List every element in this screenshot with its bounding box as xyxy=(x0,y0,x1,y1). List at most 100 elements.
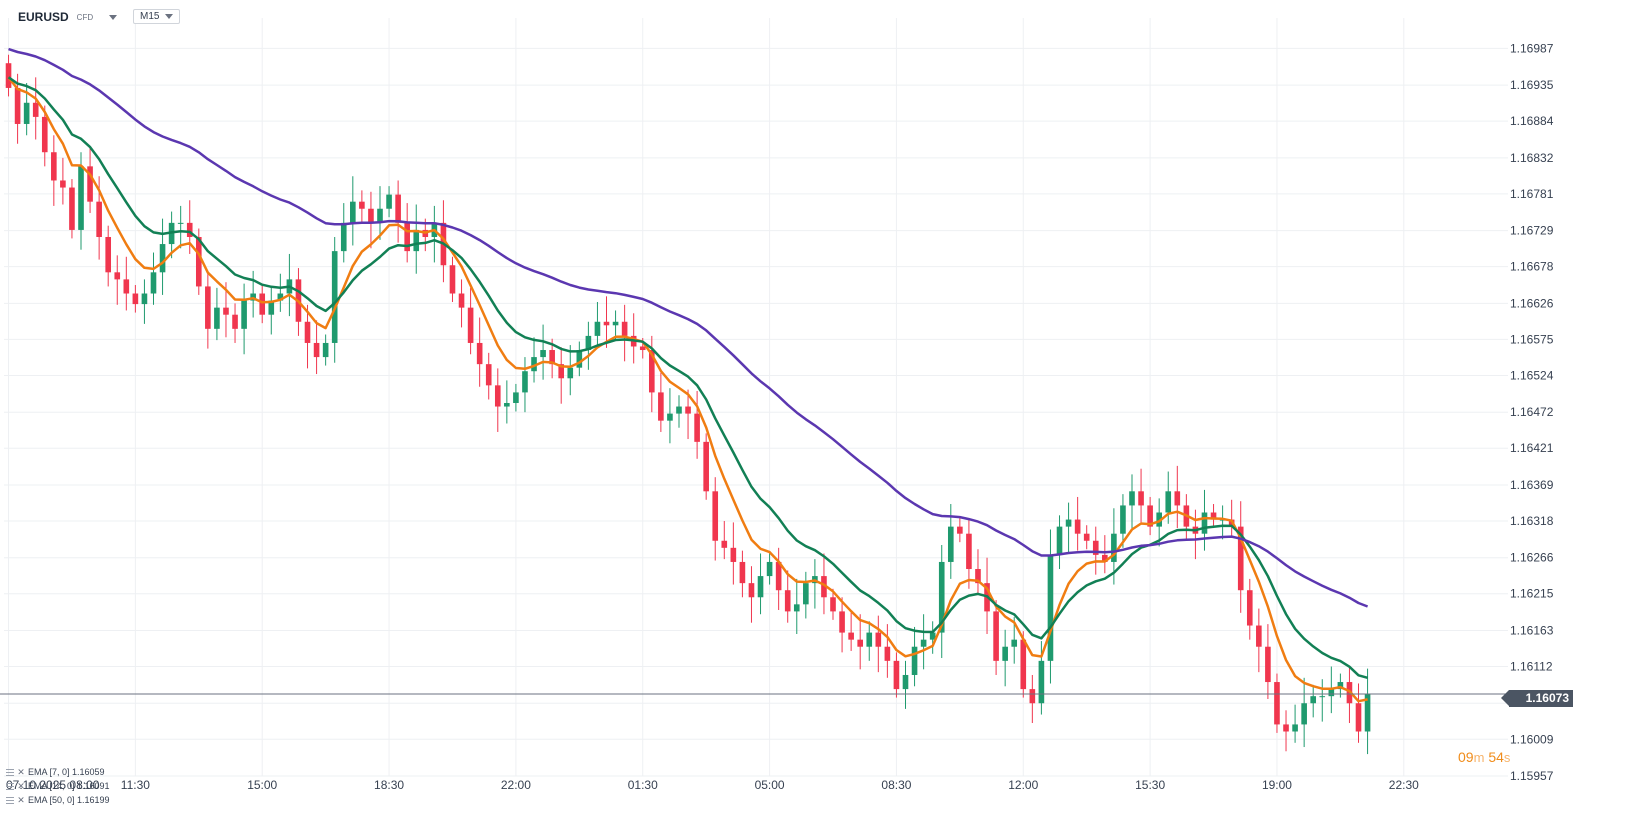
candle-body xyxy=(676,406,682,414)
candle-body xyxy=(1364,694,1371,732)
candle-body xyxy=(105,236,112,273)
candle-body xyxy=(1201,512,1208,534)
candle-body xyxy=(259,293,266,315)
candle-body xyxy=(123,279,130,294)
candle-body xyxy=(721,540,728,548)
timeframe-label: M15 xyxy=(140,11,160,22)
candle-body xyxy=(902,674,909,690)
candle-body xyxy=(1029,689,1036,704)
candle-body xyxy=(1138,491,1144,506)
candle-body xyxy=(1002,646,1008,661)
candle-body xyxy=(223,307,229,315)
y-tick-label: 1.16472 xyxy=(1510,405,1554,419)
candle-body xyxy=(1337,682,1344,690)
candle-body xyxy=(748,583,755,598)
candle-body xyxy=(331,251,338,343)
timeframe-selector[interactable]: M15 xyxy=(133,9,181,24)
candle-body xyxy=(268,300,275,315)
candle-body xyxy=(69,187,75,230)
candle-body xyxy=(667,413,673,421)
candle-body xyxy=(803,583,809,605)
candle-body xyxy=(1056,526,1063,555)
candle-body xyxy=(993,611,999,661)
candle-body xyxy=(32,102,39,117)
candle-body xyxy=(603,321,610,326)
current-price-label: 1.16073 xyxy=(1501,690,1573,707)
candle-body xyxy=(920,639,927,647)
candle-body xyxy=(1319,696,1326,698)
candle-body xyxy=(1174,491,1181,506)
x-tick-label: 22:00 xyxy=(501,778,531,792)
close-icon[interactable]: ✕ xyxy=(17,781,25,791)
candle-body xyxy=(96,201,102,237)
candle-body xyxy=(404,222,410,252)
candle-body xyxy=(449,265,456,294)
close-icon[interactable]: ✕ xyxy=(17,767,25,777)
candle-body xyxy=(875,632,882,647)
candle-body xyxy=(1092,540,1099,555)
candle-body xyxy=(957,526,963,534)
candle-body xyxy=(60,180,66,188)
candle-body xyxy=(848,632,854,640)
candle-body xyxy=(884,646,891,661)
legend-label: EMA [14, 0] 1.16091 xyxy=(28,781,110,791)
y-tick-label: 1.16626 xyxy=(1510,296,1554,310)
x-tick-label: 19:00 xyxy=(1262,778,1292,792)
ema-line-14 xyxy=(7,76,1368,680)
candle-body xyxy=(177,222,184,224)
candle-body xyxy=(1011,639,1018,647)
candle-body xyxy=(685,406,691,414)
candle-body xyxy=(938,561,945,633)
candle-body xyxy=(1283,724,1289,732)
candlestick-series xyxy=(5,54,1371,755)
countdown-seconds-unit: s xyxy=(1503,750,1511,765)
candle-body xyxy=(132,293,139,305)
candle-body xyxy=(5,63,12,88)
candle-body xyxy=(1038,660,1045,704)
y-tick-label: 1.16215 xyxy=(1510,587,1554,601)
candle-body xyxy=(866,632,873,647)
chevron-down-icon[interactable] xyxy=(109,14,118,20)
candle-body xyxy=(23,102,30,124)
candle-body xyxy=(1165,491,1172,513)
x-tick-label: 08:30 xyxy=(881,778,911,792)
settings-icon[interactable] xyxy=(6,782,14,790)
candle-body xyxy=(567,367,574,379)
candle-body xyxy=(947,526,954,562)
candle-body xyxy=(793,604,800,612)
candle-body xyxy=(1310,696,1317,704)
settings-icon[interactable] xyxy=(6,768,14,776)
candle-body xyxy=(195,236,202,287)
candle-body xyxy=(1246,590,1253,626)
y-tick-label: 1.16575 xyxy=(1510,332,1554,346)
candle-body xyxy=(350,201,356,223)
candle-body xyxy=(1065,519,1072,527)
candle-body xyxy=(513,392,519,404)
candle-body xyxy=(232,314,238,329)
candle-body xyxy=(114,272,121,280)
settings-icon[interactable] xyxy=(6,796,14,804)
candle-body xyxy=(766,561,773,577)
y-tick-label: 1.16421 xyxy=(1510,441,1554,455)
candle-body xyxy=(494,385,501,407)
candle-body xyxy=(549,350,555,365)
candle-body xyxy=(1083,533,1090,541)
candle-body xyxy=(639,346,646,351)
chart-grid xyxy=(4,18,1508,777)
y-tick-label: 1.16935 xyxy=(1510,78,1554,92)
candle-body xyxy=(1265,646,1271,683)
candle-body xyxy=(205,286,211,329)
instrument-selector[interactable]: EURUSD CFD xyxy=(18,10,118,24)
candle-body xyxy=(504,403,510,407)
indicator-legend: ✕ EMA [7, 0] 1.16059 ✕ EMA [14, 0] 1.160… xyxy=(6,765,110,807)
legend-item-ema14: ✕ EMA [14, 0] 1.16091 xyxy=(6,779,110,793)
chevron-down-icon xyxy=(165,14,174,19)
candle-body xyxy=(413,229,420,252)
candle-body xyxy=(1156,512,1162,527)
close-icon[interactable]: ✕ xyxy=(17,795,25,805)
candle-body xyxy=(830,597,836,612)
candle-body xyxy=(703,441,709,492)
candle-body xyxy=(929,632,936,640)
y-tick-label: 1.16163 xyxy=(1510,623,1554,637)
